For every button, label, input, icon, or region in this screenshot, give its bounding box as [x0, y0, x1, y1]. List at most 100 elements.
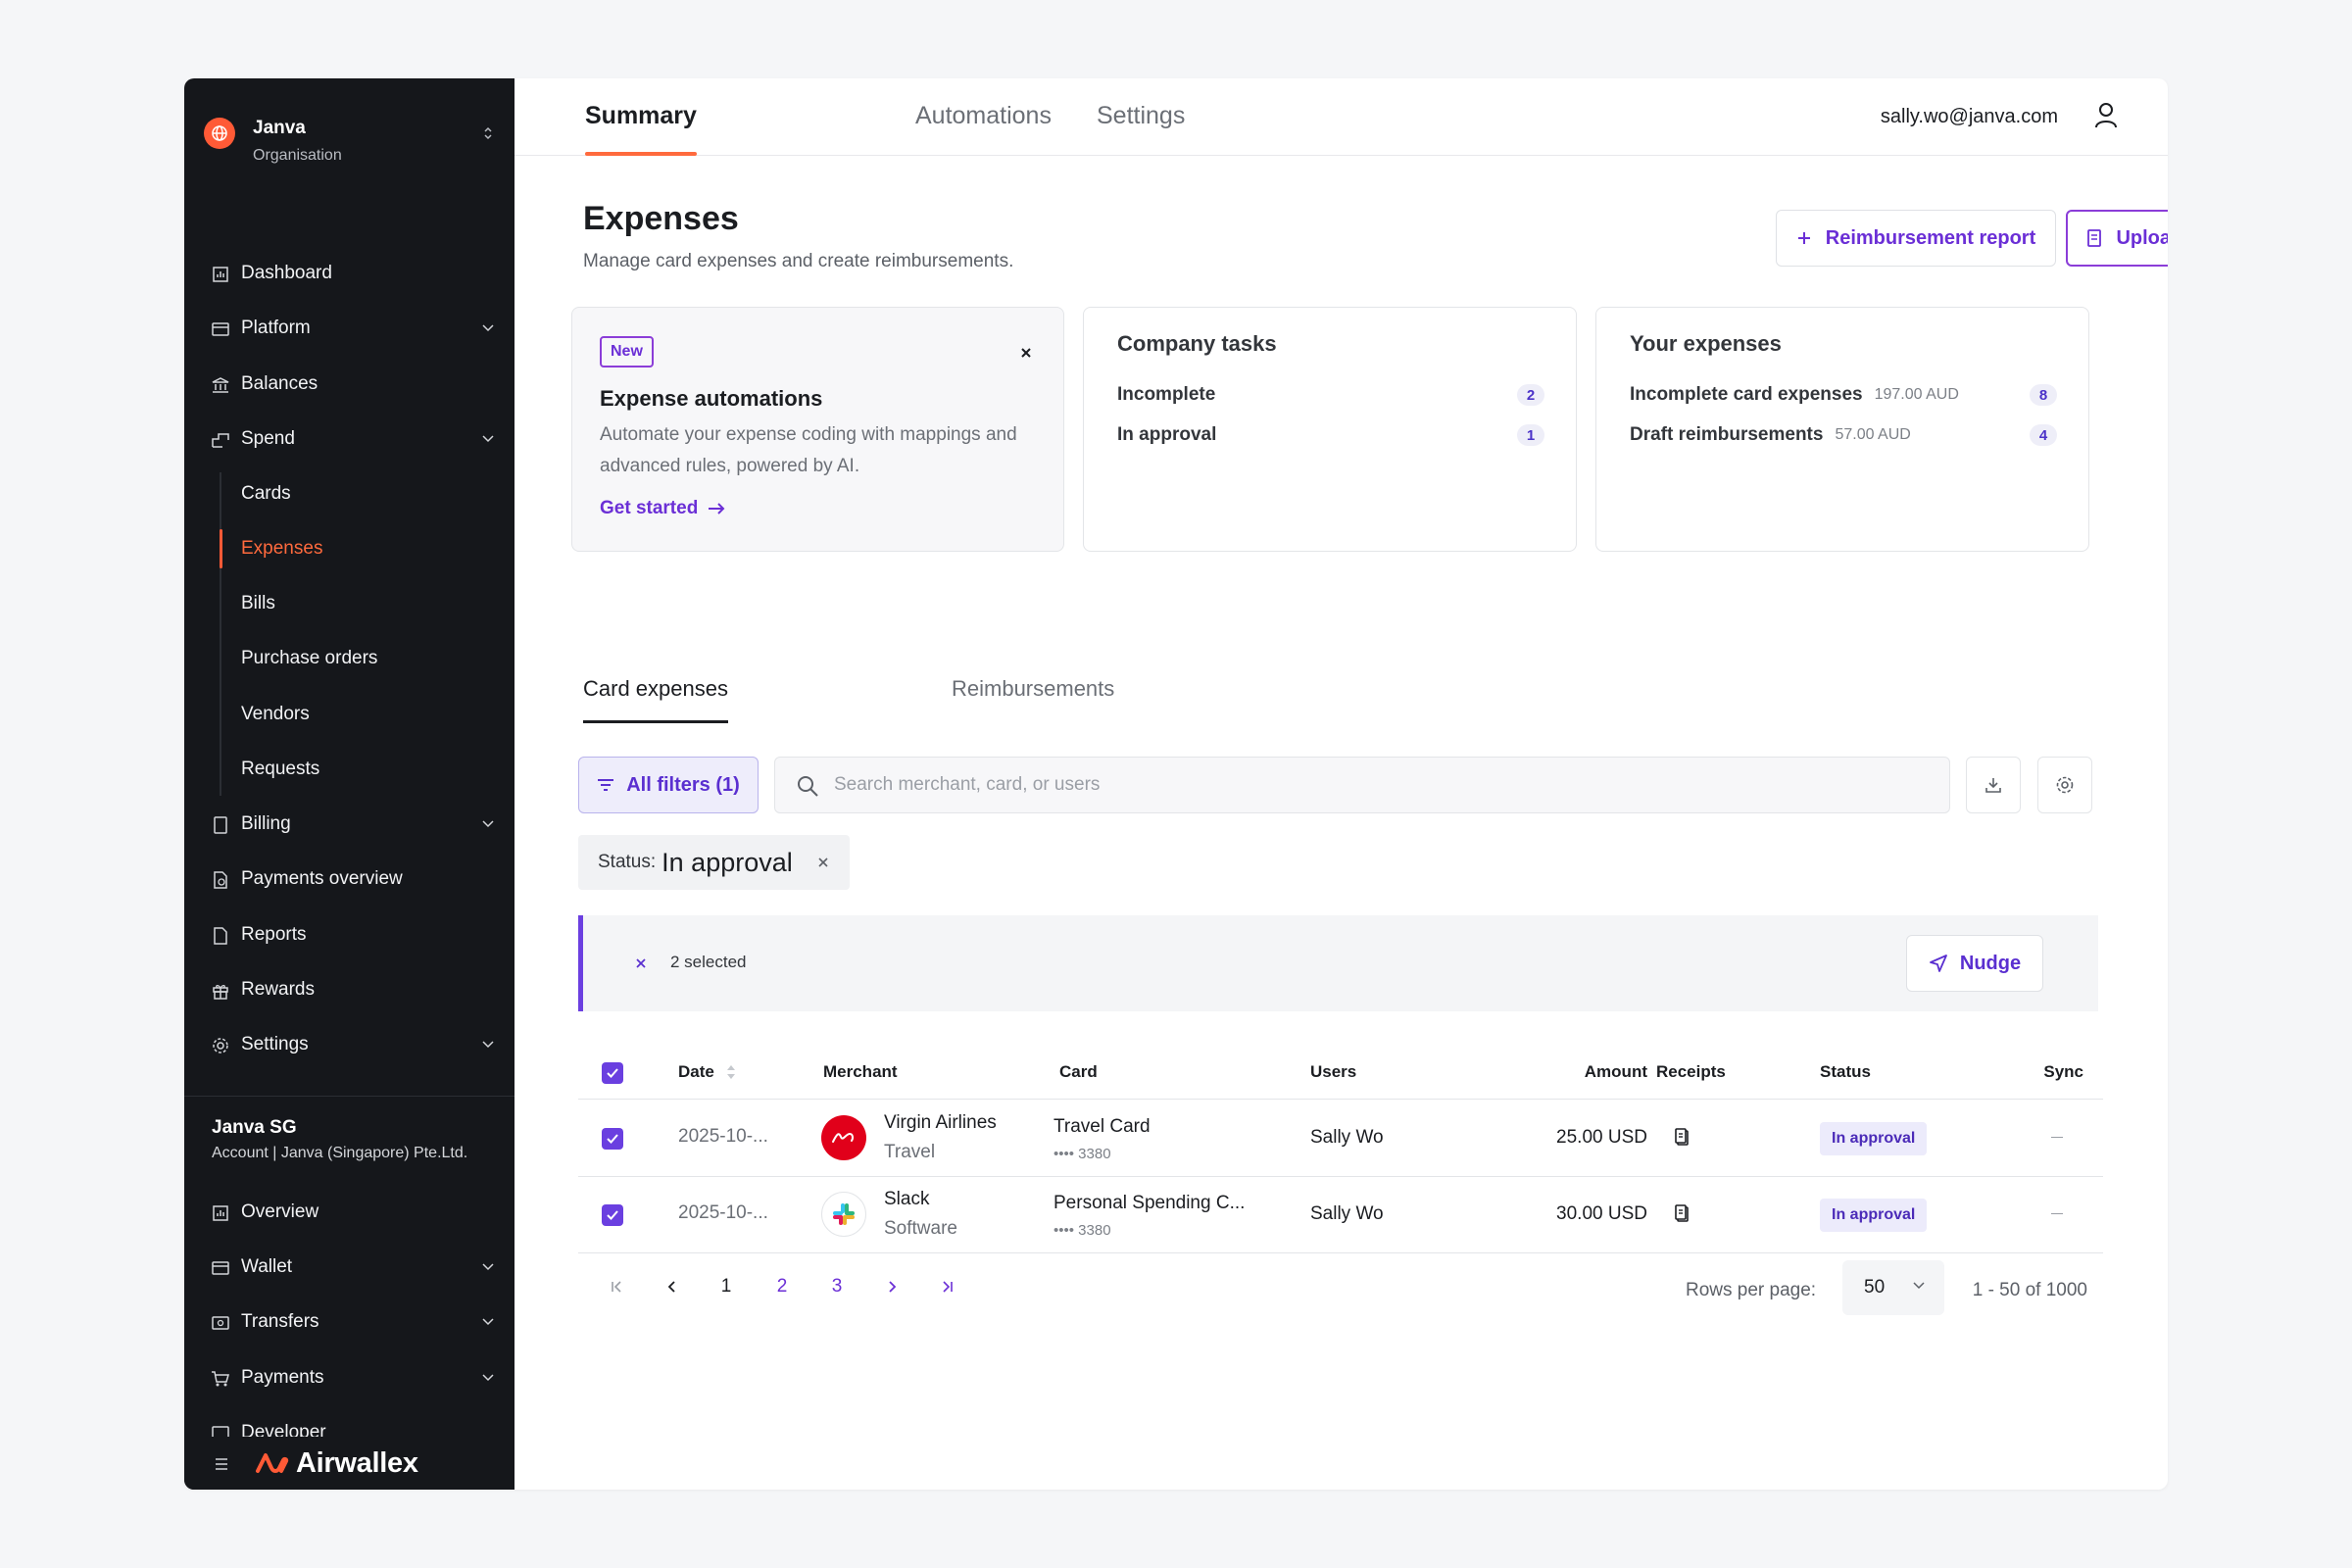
page-1[interactable]: 1 [720, 1276, 732, 1297]
page-subtitle: Manage card expenses and create reimburs… [583, 251, 1014, 271]
nav-label: Balances [241, 373, 318, 394]
table-settings-button[interactable] [2037, 757, 2092, 813]
tab-settings[interactable]: Settings [1097, 102, 1186, 129]
nav-label: Requests [241, 759, 320, 779]
nav-expenses[interactable]: Expenses [220, 525, 504, 572]
nav-label: Transfers [241, 1311, 319, 1332]
expense-amount: 197.00 AUD [1874, 386, 1959, 403]
nav-payments[interactable]: Payments [194, 1354, 504, 1401]
column-card: Card [1059, 1062, 1098, 1081]
first-page-icon[interactable] [602, 1272, 631, 1301]
status-filter-chip[interactable]: Status: In approval [578, 835, 850, 890]
slack-logo-icon [821, 1192, 866, 1237]
nav-payments-overview[interactable]: Payments overview [194, 856, 504, 903]
chart-icon [210, 1202, 231, 1224]
sort-icon[interactable] [726, 1063, 736, 1086]
nav-bills[interactable]: Bills [220, 580, 504, 627]
chip-key: Status: [598, 852, 657, 872]
all-filters-button[interactable]: All filters (1) [578, 757, 759, 813]
nav-label: Cards [241, 483, 291, 504]
tab-automations[interactable]: Automations [915, 102, 1052, 129]
close-icon[interactable] [816, 856, 830, 869]
task-row-incomplete[interactable]: Incomplete 2 [1117, 380, 1544, 410]
chevron-down-icon [480, 1259, 496, 1275]
reimbursement-report-label: Reimbursement report [1825, 226, 2036, 249]
chevron-up-down-icon [478, 122, 498, 145]
chip-value: In approval [662, 847, 793, 877]
account-subtitle: Account | Janva (Singapore) Pte.Ltd. [212, 1145, 468, 1161]
nav-transfers[interactable]: Transfers [194, 1298, 504, 1346]
tab-card-expenses[interactable]: Card expenses [583, 676, 728, 723]
card-name: Travel Card [1054, 1116, 1151, 1137]
active-indicator [220, 529, 222, 568]
upload-receipts-label: Upload receipts [2116, 226, 2168, 249]
nav-label: Vendors [241, 704, 310, 724]
org-name: Janva [253, 118, 306, 138]
new-badge: New [600, 336, 654, 368]
user-icon[interactable] [2091, 100, 2121, 129]
last-page-icon[interactable] [933, 1272, 962, 1301]
upload-receipts-button[interactable]: Upload receipts [2066, 210, 2168, 267]
file-icon [210, 925, 231, 947]
nav-wallet[interactable]: Wallet [194, 1244, 504, 1291]
nav-label: Spend [241, 428, 295, 449]
page-title: Expenses [583, 200, 739, 237]
receipt-icon[interactable] [1673, 1127, 1692, 1149]
selection-bar: 2 selected Nudge [578, 915, 2098, 1011]
clear-selection-icon[interactable] [634, 956, 648, 970]
column-date[interactable]: Date [678, 1062, 714, 1081]
nav-purchase-orders[interactable]: Purchase orders [220, 635, 504, 682]
nav-balances[interactable]: Balances [194, 361, 504, 408]
chevron-down-icon [480, 816, 496, 832]
task-row-in-approval[interactable]: In approval 1 [1117, 420, 1544, 450]
tab-summary[interactable]: Summary [585, 102, 697, 156]
table-row[interactable]: 2025-10-... Virgin Airlines Travel Trave… [578, 1101, 2103, 1177]
download-button[interactable] [1966, 757, 2021, 813]
nudge-button[interactable]: Nudge [1906, 935, 2043, 992]
nav-reports[interactable]: Reports [194, 911, 504, 958]
chevron-down-icon [480, 1314, 496, 1330]
org-switcher[interactable]: Janva Organisation [204, 104, 498, 164]
nav-platform[interactable]: Platform [194, 305, 504, 352]
row-checkbox[interactable] [602, 1128, 623, 1150]
airwallex-mark-icon [256, 1453, 289, 1473]
hamburger-menu-icon[interactable] [212, 1454, 231, 1474]
page-3[interactable]: 3 [831, 1276, 843, 1297]
nav-vendors[interactable]: Vendors [220, 691, 504, 738]
expense-row-draft[interactable]: Draft reimbursements 57.00 AUD 4 [1630, 420, 2057, 450]
nav-settings[interactable]: Settings [194, 1021, 504, 1068]
row-checkbox[interactable] [602, 1204, 623, 1226]
reimbursement-report-button[interactable]: Reimbursement report [1776, 210, 2056, 267]
nav-requests[interactable]: Requests [220, 746, 504, 793]
nav-label: Purchase orders [241, 648, 378, 668]
nav-rewards[interactable]: Rewards [194, 966, 504, 1013]
close-icon[interactable] [1018, 345, 1034, 361]
card-number: •••• 3380 [1054, 1222, 1111, 1239]
rows-per-page-select[interactable]: 50 [1842, 1260, 1944, 1315]
nav-overview[interactable]: Overview [194, 1189, 504, 1236]
next-page-icon[interactable] [878, 1272, 907, 1301]
get-started-link[interactable]: Get started [600, 498, 725, 519]
brand-name: Airwallex [296, 1446, 418, 1479]
org-subtitle: Organisation [253, 147, 342, 164]
prev-page-icon[interactable] [657, 1272, 686, 1301]
tab-reimbursements[interactable]: Reimbursements [952, 676, 1115, 701]
page-2[interactable]: 2 [776, 1276, 788, 1297]
select-all-checkbox[interactable] [602, 1062, 623, 1084]
merchant-name: Virgin Airlines [884, 1112, 997, 1133]
nav-cards[interactable]: Cards [220, 470, 504, 517]
nav-spend[interactable]: Spend [194, 416, 504, 463]
date-cell: 2025-10-... [678, 1202, 768, 1223]
nav-label: Wallet [241, 1256, 293, 1277]
column-status: Status [1820, 1062, 1871, 1081]
column-sync: Sync [2043, 1062, 2083, 1081]
virgin-logo-icon [821, 1115, 866, 1160]
nav-billing[interactable]: Billing [194, 801, 504, 848]
user-cell: Sally Wo [1310, 1127, 1384, 1148]
count-badge: 2 [1517, 384, 1544, 406]
table-row[interactable]: 2025-10-... Slack Software Personal Spen… [578, 1177, 2103, 1253]
expense-row-incomplete[interactable]: Incomplete card expenses 197.00 AUD 8 [1630, 380, 2057, 410]
search-input[interactable] [834, 758, 1932, 812]
receipt-icon[interactable] [1673, 1203, 1692, 1225]
nav-dashboard[interactable]: Dashboard [194, 250, 504, 297]
